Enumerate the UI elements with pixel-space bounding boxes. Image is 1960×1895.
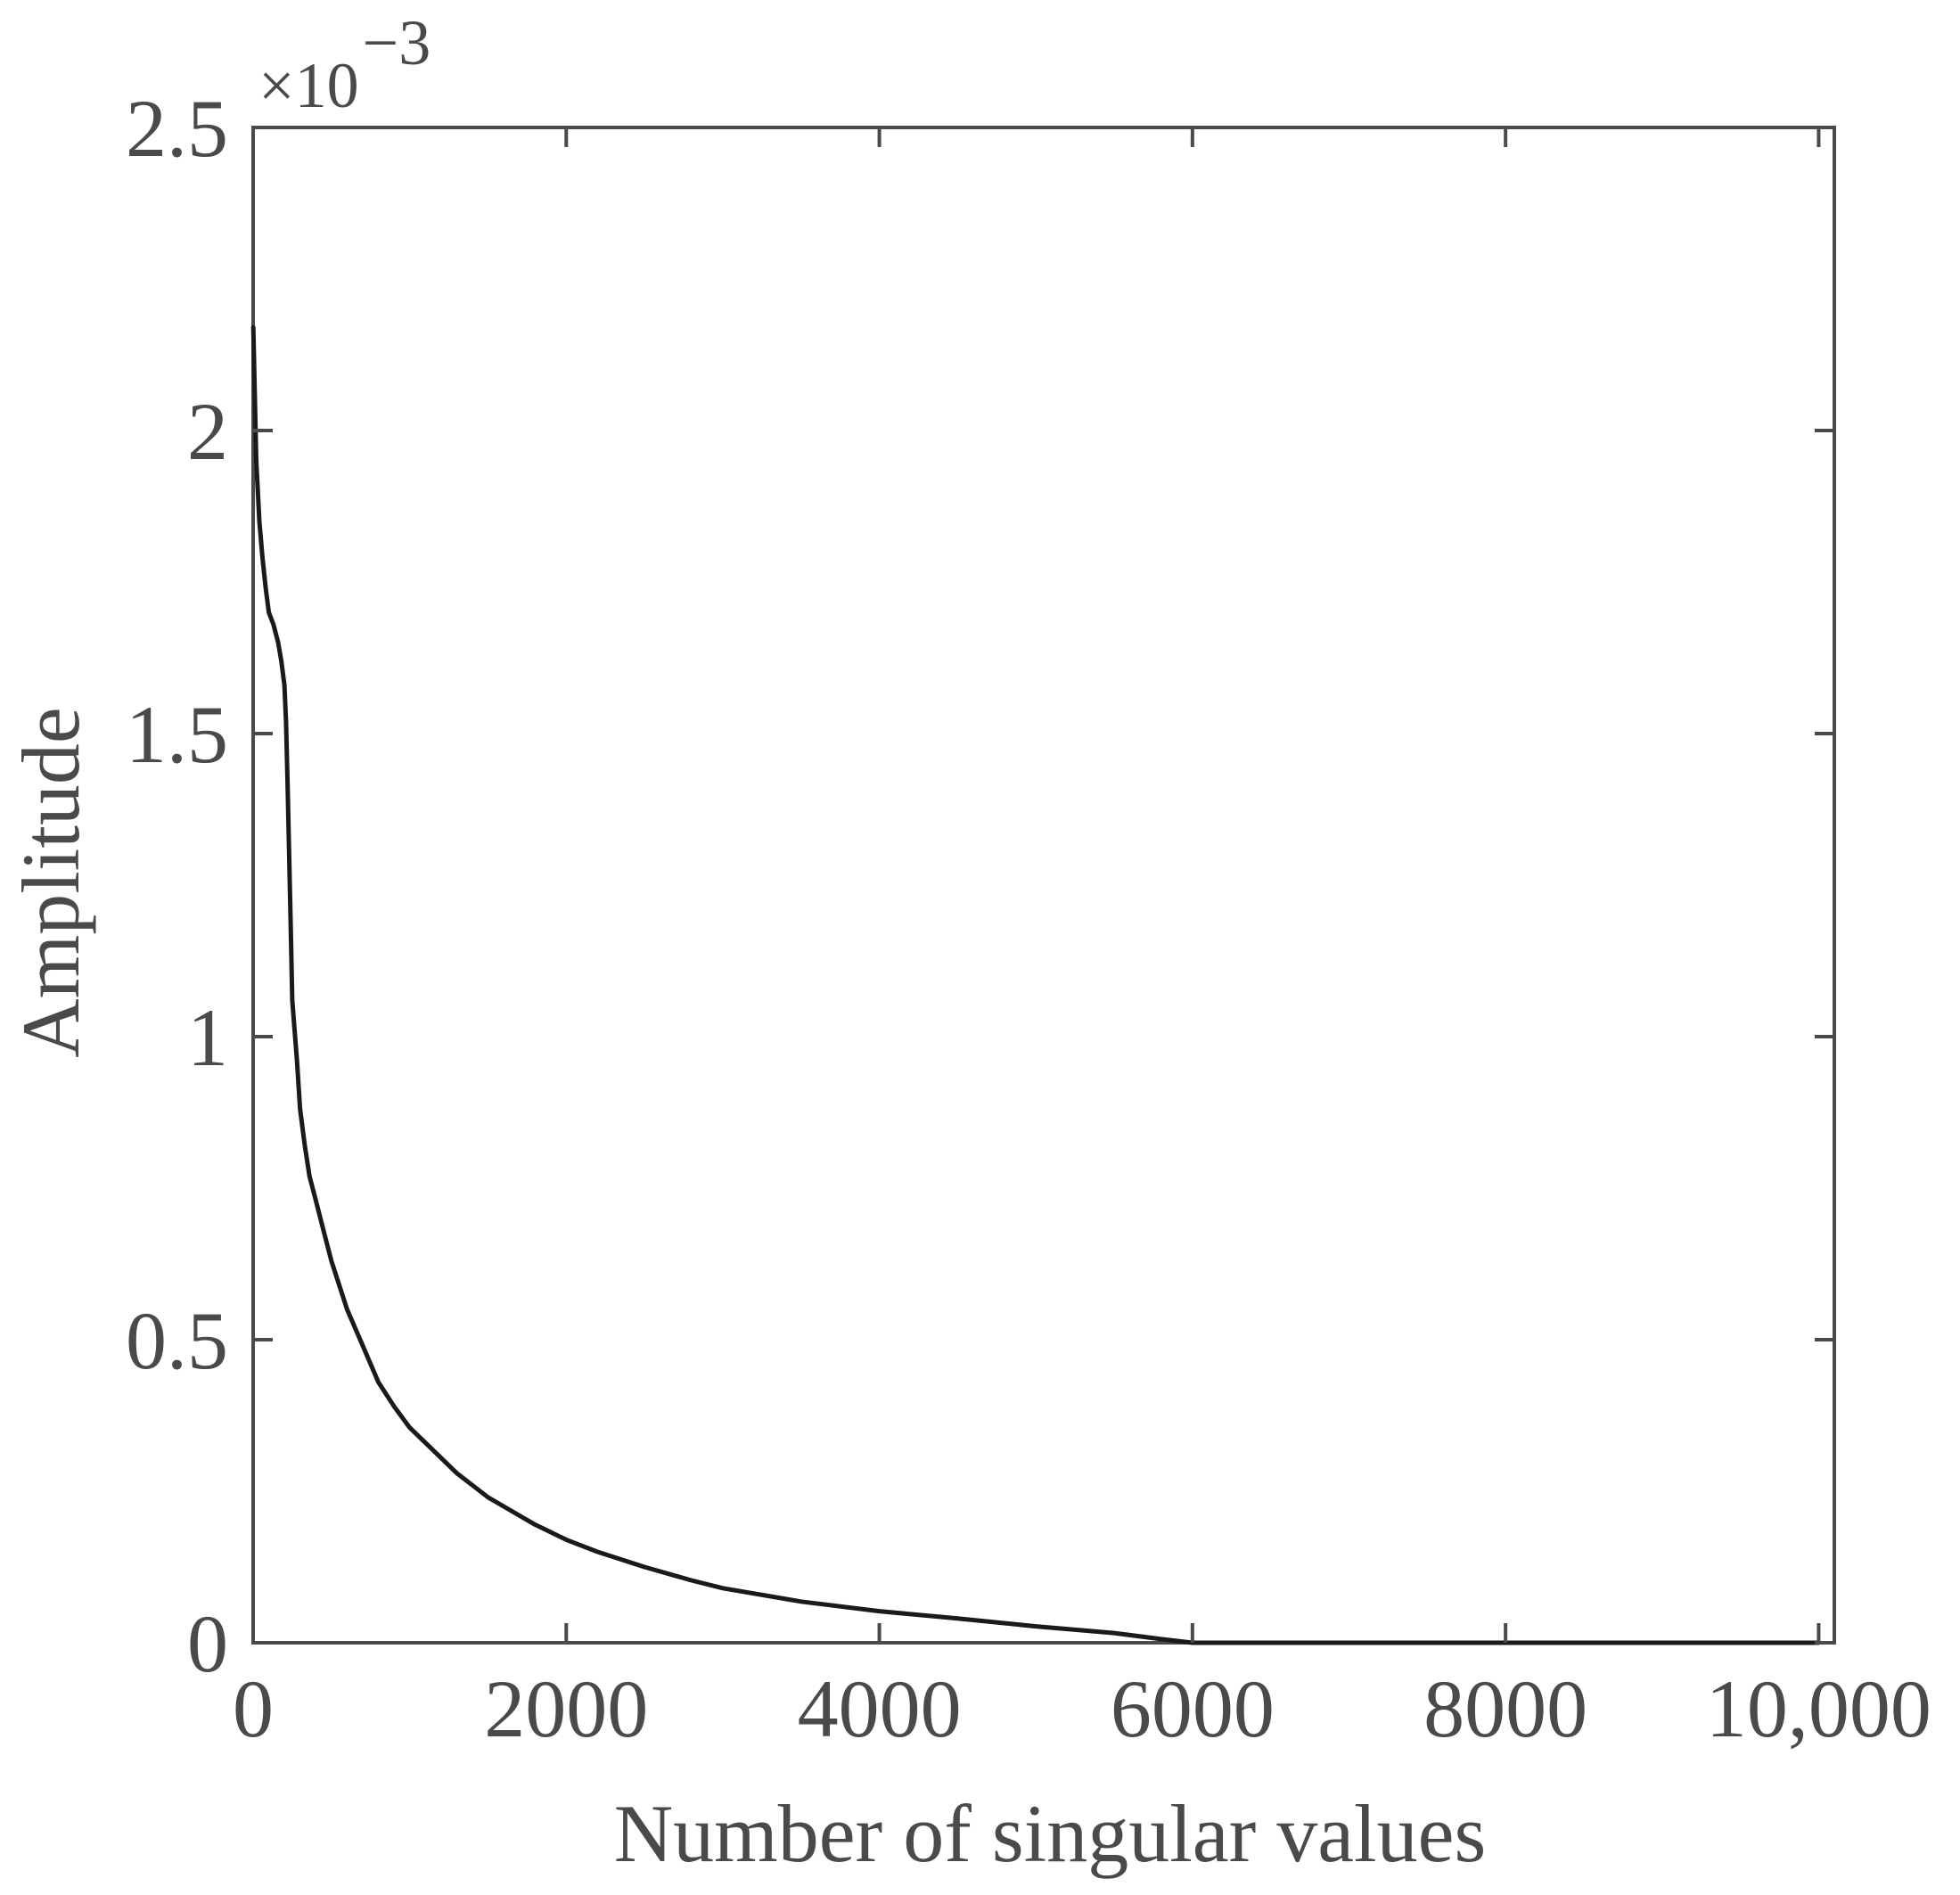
y-tick-label: 2 [187, 386, 228, 477]
x-tick-label: 10,000 [1706, 1663, 1931, 1754]
multiplier-base: ×10 [258, 50, 359, 121]
y-tick-label: 0.5 [126, 1295, 228, 1386]
plot-area [250, 126, 1836, 1645]
x-tick-label: 8000 [1423, 1663, 1587, 1754]
axes-box [251, 126, 1836, 1645]
series-line [250, 324, 1821, 1645]
axis-ticks [251, 126, 1834, 1645]
y-axis-label: Amplitude [5, 707, 96, 1058]
x-tick-label: 6000 [1111, 1663, 1275, 1754]
tick-labels: 0 2000 4000 6000 8000 10,000 0 0.5 1 1.5 2 2.5 [126, 83, 1931, 1754]
multiplier-exponent: −3 [363, 7, 431, 78]
x-tick-label: 4000 [798, 1663, 962, 1754]
y-axis-multiplier: ×10 −3 [258, 7, 431, 121]
y-tick-label: 1.5 [126, 689, 228, 780]
x-tick-label: 0 [233, 1663, 274, 1754]
y-tick-label: 1 [187, 992, 228, 1083]
y-tick-label: 0 [187, 1598, 228, 1689]
y-tick-label: 2.5 [126, 83, 228, 174]
x-tick-label: 2000 [484, 1663, 648, 1754]
x-axis-label: Number of singular values [614, 1788, 1487, 1879]
